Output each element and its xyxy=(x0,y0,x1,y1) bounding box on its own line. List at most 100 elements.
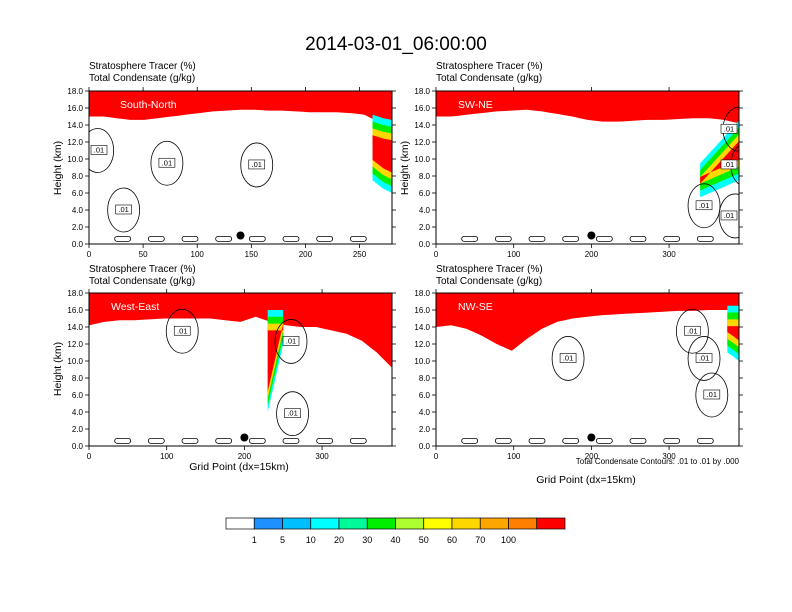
contour-label-box xyxy=(684,325,701,336)
y-tick-label: 14.0 xyxy=(414,323,430,332)
contour-label: .01 xyxy=(687,326,697,335)
condensate-contour xyxy=(274,319,308,364)
region-label: SW-NE xyxy=(458,99,493,111)
contour-label-box xyxy=(173,325,191,336)
tracer-intrusion xyxy=(700,141,739,184)
plot-frame xyxy=(88,90,393,245)
contour-label-box xyxy=(90,145,108,155)
y-tick-label: 0.0 xyxy=(419,240,431,249)
x-axis-label: Grid Point (dx=15km) xyxy=(189,461,289,473)
condensate-contour xyxy=(276,391,309,437)
y-tick-label: 2.0 xyxy=(419,223,431,232)
surface-contour xyxy=(562,235,580,242)
y-tick-label: 12.0 xyxy=(414,340,430,349)
panel-sw-ne: Stratosphere Tracer (%) Total Condensate… xyxy=(399,61,743,259)
surface-contour xyxy=(629,235,647,242)
colorbar-swatch xyxy=(423,517,453,530)
tracer-intrusion xyxy=(727,326,739,341)
panel-title-line-1: Stratosphere Tracer (%) xyxy=(436,61,543,72)
y-tick-label: 4.0 xyxy=(72,408,84,417)
condensate-contour xyxy=(89,128,115,173)
surface-contour xyxy=(147,437,165,444)
colorbar-swatch xyxy=(282,517,312,530)
colorbar-swatch xyxy=(338,517,368,530)
panel-title-line-2: Total Condensate (g/kg) xyxy=(89,73,195,84)
y-tick-label: 4.0 xyxy=(419,408,431,417)
y-axis-label: Height (km) xyxy=(399,141,411,195)
surface-contour xyxy=(494,437,512,444)
x-tick-label: 300 xyxy=(315,452,329,461)
x-tick-label: 0 xyxy=(434,250,439,259)
contour-label-box xyxy=(720,159,738,170)
tracer-intrusion xyxy=(372,135,392,173)
condensate-contour xyxy=(687,336,721,381)
panel-west-east: Stratosphere Tracer (%) Total Condensate… xyxy=(52,264,396,473)
colorbar-swatch xyxy=(366,517,396,530)
x-tick-label: 150 xyxy=(245,250,259,259)
surface-contour xyxy=(461,235,479,242)
colorbar-label: 100 xyxy=(501,535,516,545)
tracer-field xyxy=(436,91,739,242)
contour-label-box xyxy=(695,353,713,363)
colorbar-swatch xyxy=(451,517,481,530)
x-tick-label: 300 xyxy=(662,250,676,259)
surface-contour xyxy=(528,437,546,444)
y-tick-label: 16.0 xyxy=(67,306,83,315)
surface-contour xyxy=(215,437,233,444)
x-tick-label: 0 xyxy=(434,452,439,461)
y-tick-label: 18.0 xyxy=(414,87,430,96)
panel-title-line-1: Stratosphere Tracer (%) xyxy=(89,264,196,275)
colorbar-label: 1 xyxy=(252,535,257,545)
y-tick-label: 16.0 xyxy=(67,104,83,113)
surface-contour xyxy=(147,235,165,242)
colorbar-label: 30 xyxy=(362,535,372,545)
y-tick-label: 6.0 xyxy=(72,189,84,198)
contour-label: .01 xyxy=(699,201,709,210)
y-tick-label: 2.0 xyxy=(72,223,84,232)
y-axis-label: Height (km) xyxy=(52,342,64,396)
surface-contour xyxy=(248,235,266,242)
colorbar-label: 60 xyxy=(447,535,457,545)
contour-label-box xyxy=(115,204,132,215)
y-tick-label: 0.0 xyxy=(419,442,431,451)
surface-contour xyxy=(595,437,613,444)
surface-contour xyxy=(114,235,132,242)
surface-contour xyxy=(181,437,199,444)
region-label: NW-SE xyxy=(458,301,493,313)
panel-south-north: Stratosphere Tracer (%) Total Condensate… xyxy=(52,61,396,259)
surface-contour xyxy=(114,437,132,444)
condensate-contour xyxy=(165,308,199,354)
x-tick-label: 0 xyxy=(87,452,92,461)
y-tick-label: 4.0 xyxy=(72,206,84,215)
colorbar-label: 10 xyxy=(306,535,316,545)
surface-contour xyxy=(349,437,367,444)
y-tick-label: 0.0 xyxy=(72,442,84,451)
contour-label: .01 xyxy=(724,124,734,133)
location-marker xyxy=(587,433,596,442)
y-tick-label: 0.0 xyxy=(72,240,84,249)
y-tick-label: 10.0 xyxy=(67,357,83,366)
condensate-contour xyxy=(718,193,739,239)
location-marker xyxy=(236,231,245,240)
location-marker xyxy=(240,433,249,442)
condensate-contour xyxy=(107,187,141,233)
contour-label: .01 xyxy=(287,409,297,418)
panel-title-line-2: Total Condensate (g/kg) xyxy=(436,73,542,84)
x-tick-label: 200 xyxy=(299,250,313,259)
y-tick-label: 2.0 xyxy=(72,425,84,434)
condensate-contour xyxy=(687,183,721,229)
colorbar-label: 50 xyxy=(419,535,429,545)
panel-title-line-1: Stratosphere Tracer (%) xyxy=(89,61,196,72)
surface-contour xyxy=(461,437,479,444)
y-tick-label: 12.0 xyxy=(414,138,430,147)
y-tick-label: 10.0 xyxy=(414,155,430,164)
x-axis-label: Grid Point (dx=15km) xyxy=(536,474,636,486)
tracer-field xyxy=(89,91,392,242)
location-marker xyxy=(587,231,596,240)
tracer-band xyxy=(436,91,739,124)
panel-title-line-1: Stratosphere Tracer (%) xyxy=(436,264,543,275)
region-label: West-East xyxy=(111,301,159,313)
contour-label-box xyxy=(720,210,738,221)
y-tick-label: 14.0 xyxy=(67,323,83,332)
